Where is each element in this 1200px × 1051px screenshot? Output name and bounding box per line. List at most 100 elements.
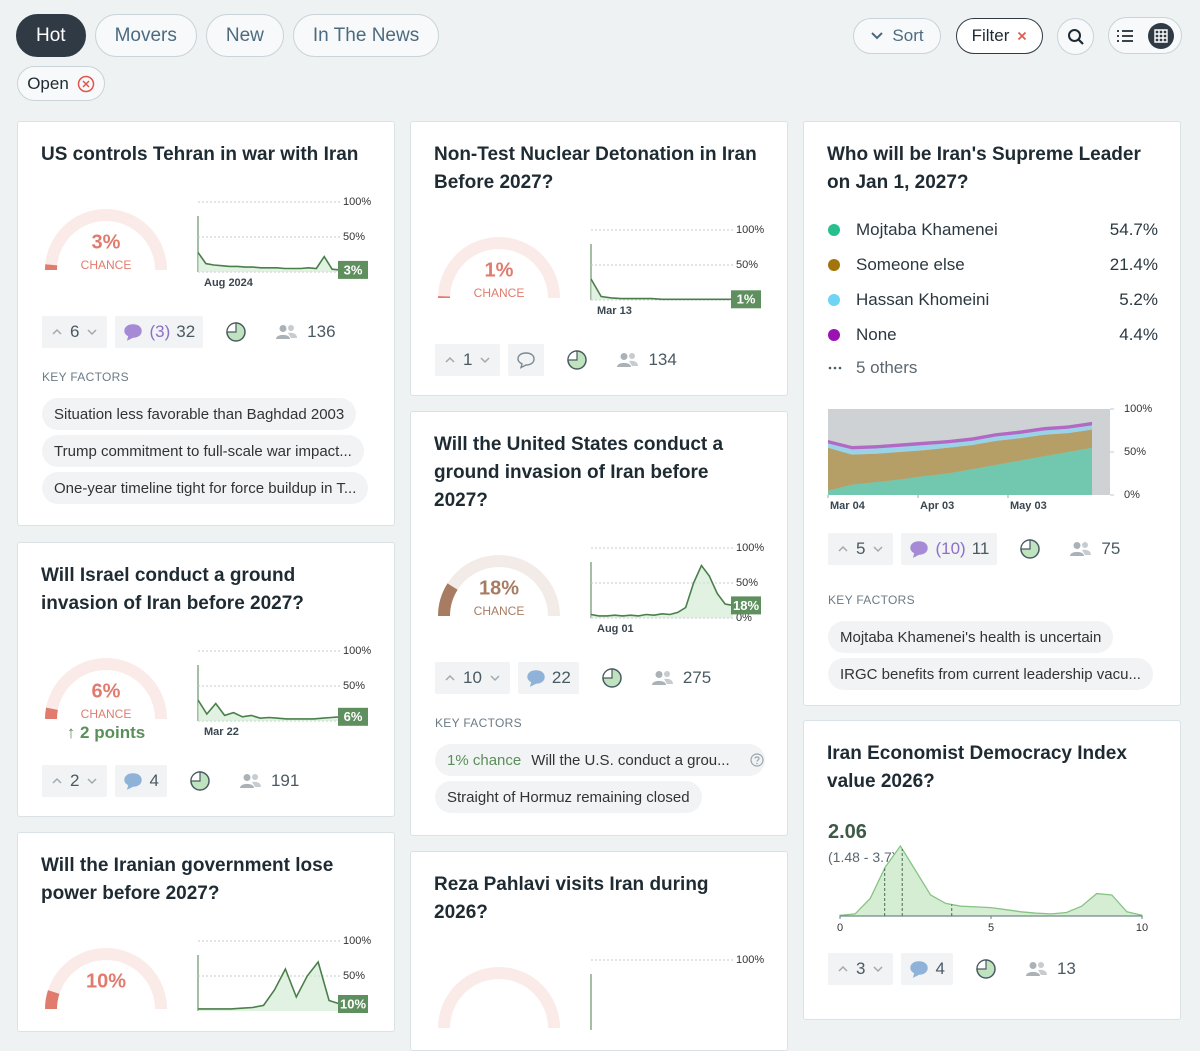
comment-icon [123, 323, 143, 341]
key-factor[interactable]: Mojtaba Khamenei's health is uncertain [828, 621, 1113, 653]
option-name: None [856, 325, 897, 345]
filter-button[interactable]: Filter [956, 18, 1043, 54]
vote-up[interactable] [50, 774, 64, 788]
comment-icon [909, 960, 929, 978]
question-card[interactable]: Will the Iranian government lose power b… [17, 832, 395, 1032]
comments-box[interactable]: 4 [115, 765, 166, 797]
people-icon [1025, 960, 1049, 978]
y-tick-label: 100% [736, 542, 764, 554]
icon-part [1070, 552, 1084, 556]
vote-up[interactable] [836, 962, 850, 976]
x-tick-label: 10 [1136, 922, 1148, 934]
icon-part [53, 779, 61, 783]
comments-box[interactable]: (10)11 [901, 533, 997, 565]
vote-down[interactable] [85, 325, 99, 339]
tab[interactable]: Movers [95, 14, 197, 57]
factor-chance: 1% chance [447, 752, 521, 769]
x-tick-label: 0 [837, 922, 843, 934]
tab[interactable]: Hot [16, 14, 86, 57]
icon-part [88, 779, 96, 783]
icon-part [526, 669, 546, 687]
vote-up[interactable] [50, 325, 64, 339]
question-card[interactable]: Will Israel conduct a ground invasion of… [17, 542, 395, 817]
icon-part [239, 772, 263, 790]
tab[interactable]: In The News [293, 14, 439, 57]
others-row[interactable]: 5 others [828, 356, 1158, 380]
icon-part [617, 363, 631, 367]
filter-clear-icon[interactable] [1017, 31, 1027, 41]
question-card[interactable]: Who will be Iran's Supreme Leader on Jan… [803, 121, 1181, 706]
card-title: Non-Test Nuclear Detonation in Iran Befo… [434, 141, 764, 197]
sort-button[interactable]: Sort [853, 18, 941, 54]
forecast-icon [975, 958, 997, 980]
icon-part [603, 669, 612, 678]
icon-part [871, 962, 885, 976]
comments-box[interactable] [508, 344, 544, 376]
vote-down[interactable] [85, 774, 99, 788]
vote-up[interactable] [443, 671, 457, 685]
vote-box: 5 [828, 533, 893, 565]
icon-part [518, 353, 534, 368]
icon-part [1069, 540, 1093, 558]
option-name: Someone else [856, 255, 965, 275]
vote-down[interactable] [488, 671, 502, 685]
question-card[interactable]: Iran Economist Democracy Index value 202… [803, 720, 1181, 1020]
end-label: 6% [344, 709, 363, 724]
vote-count: 1 [463, 350, 472, 370]
icon-part [836, 962, 850, 976]
key-factor[interactable]: Straight of Hormuz remaining closed [435, 781, 702, 813]
icon-part [834, 367, 837, 370]
y-tick-label: 100% [343, 645, 371, 657]
card-title: Reza Pahlavi visits Iran during 2026? [434, 871, 764, 927]
end-label: 3% [344, 262, 363, 277]
question-card[interactable]: Will the United States conduct a ground … [410, 411, 788, 836]
vote-down[interactable] [871, 542, 885, 556]
search-icon [1067, 28, 1085, 46]
key-factor[interactable]: Trump commitment to full-scale war impac… [42, 435, 364, 467]
people-icon [239, 772, 263, 790]
chance-value: 1% [485, 259, 514, 281]
end-label: 18% [733, 598, 759, 613]
comments-box[interactable]: 22 [518, 662, 579, 694]
key-factor[interactable]: One-year timeline tight for force buildu… [42, 472, 368, 504]
icon-part [836, 542, 850, 556]
history-area [198, 252, 340, 272]
icon-part [88, 330, 96, 334]
grid-view-icon[interactable] [1148, 23, 1174, 49]
comments-box[interactable]: 4 [901, 953, 952, 985]
vote-down[interactable] [871, 962, 885, 976]
vote-box: 10 [435, 662, 510, 694]
comment-count: 4 [935, 959, 944, 979]
vote-up[interactable] [836, 542, 850, 556]
icon-part [839, 367, 842, 370]
comments-box[interactable]: (3)32 [115, 316, 203, 348]
vote-up[interactable] [443, 353, 457, 367]
forecaster-count: 134 [648, 350, 676, 370]
comment-count: 4 [149, 771, 158, 791]
y-tick-label: 50% [1124, 446, 1146, 458]
tab[interactable]: New [206, 14, 284, 57]
list-view-icon[interactable] [1116, 28, 1134, 44]
icon-part [240, 784, 254, 788]
icon-part [50, 325, 64, 339]
status-chip-remove[interactable] [77, 75, 95, 93]
card-title: Will the Iranian government lose power b… [41, 852, 371, 908]
question-card[interactable]: Non-Test Nuclear Detonation in Iran Befo… [410, 121, 788, 396]
key-factor[interactable]: IRGC benefits from current leadership va… [828, 658, 1153, 690]
status-chip[interactable]: Open [17, 66, 105, 101]
vote-box: 2 [42, 765, 107, 797]
key-factors-title: KEY FACTORS [435, 716, 522, 730]
search-button[interactable] [1057, 18, 1094, 55]
gauge-value [51, 709, 52, 719]
icon-part [243, 774, 250, 781]
vote-down[interactable] [478, 353, 492, 367]
key-factor[interactable]: Situation less favorable than Baghdad 20… [42, 398, 356, 430]
question-card[interactable]: Reza Pahlavi visits Iran during 2026?100… [410, 851, 788, 1051]
